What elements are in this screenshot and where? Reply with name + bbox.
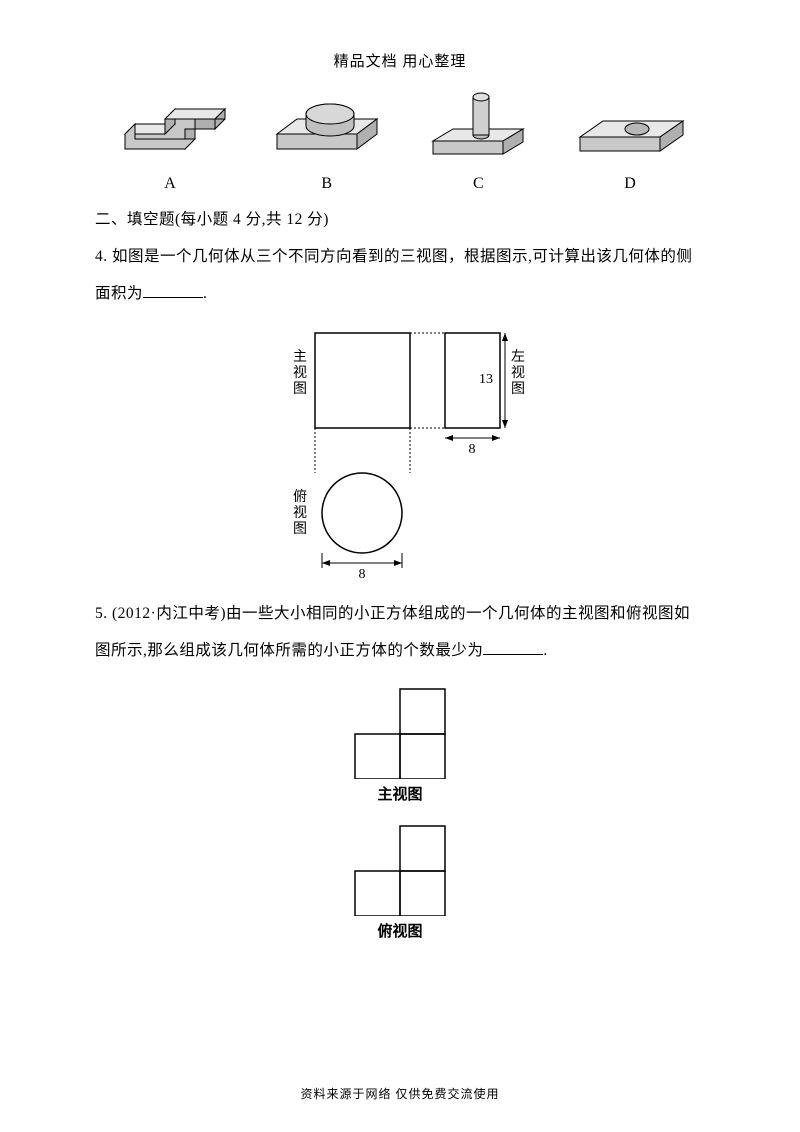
page-header: 精品文档 用心整理 bbox=[95, 50, 705, 71]
q5-front-caption: 主视图 bbox=[377, 783, 422, 804]
svg-text:图: 图 bbox=[293, 382, 307, 397]
svg-text:视: 视 bbox=[293, 505, 307, 521]
svg-text:俯: 俯 bbox=[293, 489, 307, 505]
svg-text:左: 左 bbox=[511, 349, 525, 365]
q4-figure: 主 视 图 左 视 图 13 8 俯 视 图 8 bbox=[95, 323, 705, 583]
q4-svg: 主 视 图 左 视 图 13 8 俯 视 图 8 bbox=[245, 323, 555, 583]
q5-top-caption: 俯视图 bbox=[377, 920, 422, 941]
solid-b-svg bbox=[262, 89, 392, 169]
q5-blank bbox=[483, 639, 543, 655]
label-a: A bbox=[164, 175, 176, 193]
solid-d-svg bbox=[565, 89, 695, 169]
svg-text:主: 主 bbox=[293, 349, 307, 365]
q5-front-figure: 主视图 bbox=[95, 679, 705, 804]
q5-top-figure: 俯视图 bbox=[95, 816, 705, 941]
dim-13: 13 bbox=[479, 372, 493, 387]
solids-row: A B C bbox=[105, 89, 695, 193]
solid-a-svg bbox=[105, 89, 235, 169]
solid-a: A bbox=[105, 89, 235, 193]
label-d: D bbox=[624, 175, 636, 193]
q5-end: . bbox=[543, 642, 547, 659]
solid-b: B bbox=[262, 89, 392, 193]
page-footer: 资料来源于网络 仅供免费交流使用 bbox=[0, 1085, 800, 1102]
label-b: B bbox=[321, 175, 332, 193]
svg-text:视: 视 bbox=[293, 365, 307, 381]
solid-c: C bbox=[418, 89, 538, 193]
svg-text:图: 图 bbox=[511, 382, 525, 397]
question-5: 5. (2012·内江中考)由一些大小相同的小正方体组成的一个几何体的主视图和俯… bbox=[95, 595, 705, 669]
svg-text:视: 视 bbox=[511, 365, 525, 381]
question-4: 4. 如图是一个几何体从三个不同方向看到的三视图，根据图示,可计算出该几何体的侧… bbox=[95, 238, 705, 312]
q5-text: 5. (2012·内江中考)由一些大小相同的小正方体组成的一个几何体的主视图和俯… bbox=[95, 605, 690, 659]
q5-top-svg bbox=[330, 816, 470, 916]
q5-front-svg bbox=[330, 679, 470, 779]
dim-8a: 8 bbox=[469, 442, 476, 457]
dim-8b: 8 bbox=[359, 567, 366, 582]
section-2-heading: 二、填空题(每小题 4 分,共 12 分) bbox=[95, 201, 705, 238]
svg-text:图: 图 bbox=[293, 522, 307, 537]
label-c: C bbox=[473, 175, 484, 193]
solid-c-svg bbox=[418, 89, 538, 169]
solid-d: D bbox=[565, 89, 695, 193]
q4-blank bbox=[143, 283, 203, 299]
q4-end: . bbox=[203, 285, 207, 302]
